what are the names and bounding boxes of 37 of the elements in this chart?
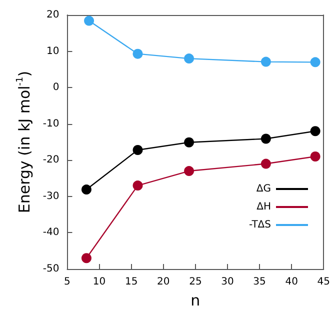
y-tick-label: -20 [42, 154, 60, 166]
y-tick-label: -30 [42, 190, 60, 202]
point [132, 180, 143, 191]
point [260, 134, 271, 144]
x-tick-label: 20 [157, 276, 170, 288]
x-axis-title: n [190, 292, 200, 310]
y-tick-label: -40 [42, 227, 60, 238]
y-tick-label: -50 [42, 264, 60, 274]
point [84, 16, 94, 26]
point [132, 144, 143, 155]
x-tick-label: 25 [189, 276, 202, 288]
y-axis-title: Energy (in kJ mol-1) [16, 70, 34, 214]
point [260, 158, 271, 169]
point [310, 57, 320, 68]
point [184, 137, 194, 148]
point [260, 56, 271, 67]
x-tick-label: 30 [221, 276, 234, 288]
y-tick-label: 0 [52, 82, 60, 94]
point [81, 253, 92, 264]
legend-label: ΔG [256, 184, 271, 194]
point [132, 48, 143, 59]
y-tick-label: -10 [42, 118, 60, 130]
legend-label: ΔH [256, 202, 271, 212]
x-tick-label: 35 [253, 276, 266, 288]
y-tick-label: 20 [46, 10, 60, 20]
y-tick-label: 10 [46, 46, 60, 57]
point [81, 184, 92, 195]
x-tick-label: 10 [92, 276, 106, 288]
x-tick-label: 15 [124, 276, 138, 288]
point [310, 126, 320, 136]
x-tick-label: 40 [285, 276, 298, 288]
x-tick-label: 5 [64, 276, 70, 288]
point [184, 54, 194, 64]
point [310, 152, 320, 162]
x-tick-label: 45 [317, 276, 330, 288]
point [184, 166, 194, 176]
legend-label: -TΔS [249, 220, 271, 230]
